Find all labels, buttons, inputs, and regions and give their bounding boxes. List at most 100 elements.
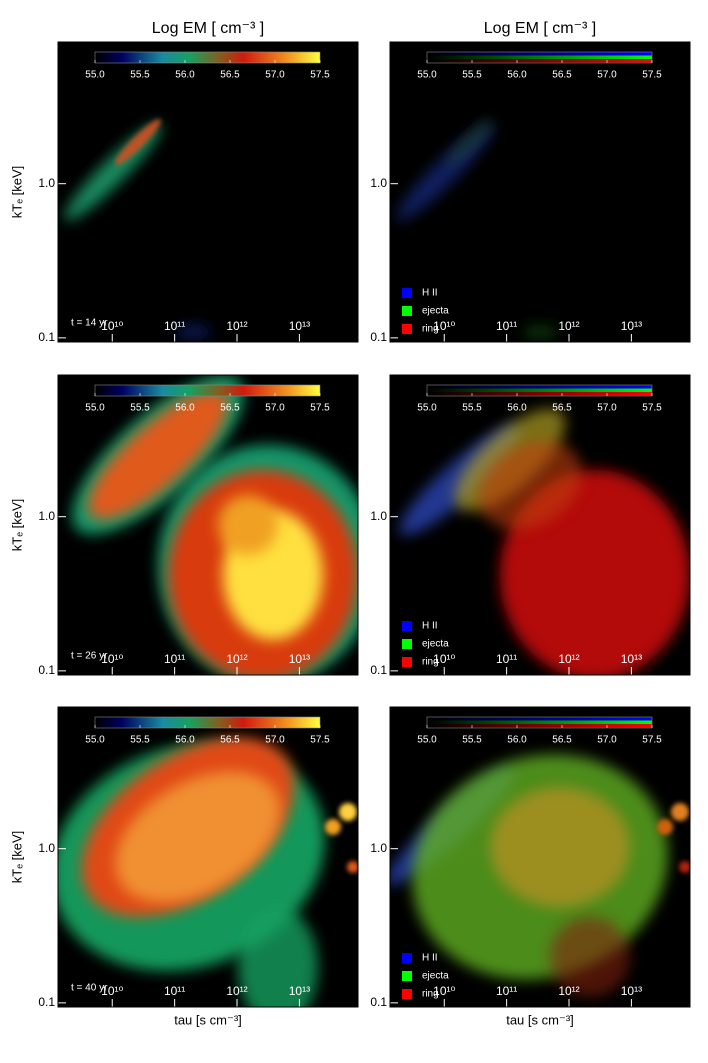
colorbar-tick-label: 55.5: [130, 70, 150, 81]
emission-region: [339, 803, 357, 821]
x-tick-label: 10¹¹: [496, 652, 517, 666]
colorbar-tick-label: 57.5: [642, 403, 662, 414]
x-tick-label: 10¹⁰: [101, 319, 123, 333]
emission-region: [175, 324, 211, 340]
emission-region: [115, 771, 281, 903]
panel: 10¹⁰ 10¹¹ 10¹² 10¹³ 1.0 0.1 55.0 55.5 56.0 56.5 57…: [370, 374, 691, 677]
colorbar-tick-label: 56.5: [220, 735, 240, 746]
x-tick-label: 10¹⁰: [101, 984, 123, 998]
time-label: t = 26 yr: [71, 651, 108, 662]
x-tick-label: 10¹³: [621, 984, 642, 998]
x-tick-label: 10¹¹: [164, 319, 185, 333]
x-tick-label: 10¹³: [289, 984, 310, 998]
colorbar-tick-label: 55.5: [130, 403, 150, 414]
emission-region: [657, 819, 673, 835]
y-tick-label: 1.0: [38, 841, 55, 855]
y-tick-label: 1.0: [370, 176, 387, 190]
image: [390, 754, 690, 997]
x-tick-label: 10¹¹: [164, 984, 185, 998]
colorbar-tick-label: 56.5: [552, 403, 572, 414]
plot-frame: [389, 706, 691, 1008]
x-tick-label: 10¹²: [558, 319, 579, 333]
colorbar-frame: [94, 51, 321, 64]
x-tick-label: 10¹²: [558, 652, 579, 666]
emission-region: [325, 819, 341, 835]
image: [396, 118, 558, 340]
colorbar-tick-label: 57.0: [265, 70, 285, 81]
x-axis-label: tau [s cm⁻³]: [174, 1012, 242, 1027]
plot-frame: [389, 374, 691, 676]
colorbar: [95, 385, 320, 396]
panel: 10¹⁰ 10¹¹ 10¹² 10¹³ 1.0 0.1 55.0 55.5 56.0 56.5 57…: [9, 20, 359, 344]
legend-label: ring: [422, 657, 439, 668]
colorbar-tick-label: 57.5: [310, 735, 330, 746]
plot-frame: [389, 41, 691, 343]
colorbar-tick-label: 57.0: [265, 403, 285, 414]
image: [58, 737, 358, 1007]
legend-label: H II: [422, 288, 438, 299]
colorbar-tick-label: 55.5: [462, 403, 482, 414]
y-tick-label: 1.0: [370, 509, 387, 523]
x-tick-label: 10¹²: [226, 652, 247, 666]
colorbar-band: [427, 59, 652, 63]
colorbar-frame: [426, 51, 653, 64]
colorbar-frame: [426, 716, 653, 729]
colorbar-tick-label: 56.0: [507, 70, 527, 81]
legend-label: H II: [422, 621, 438, 632]
emission-region: [446, 118, 494, 166]
panel: 10¹⁰ 10¹¹ 10¹² 10¹³ 1.0 0.1 55.0 55.5 56.0 56.5 57…: [370, 20, 691, 344]
colorbar-tick-label: 56.0: [507, 735, 527, 746]
legend-swatch: [402, 288, 412, 298]
legend-swatch: [402, 971, 412, 981]
y-tick-label: 0.1: [38, 330, 55, 344]
x-tick-label: 10¹⁰: [433, 984, 455, 998]
y-tick-label: 1.0: [38, 176, 55, 190]
plot-frame: [57, 706, 359, 1008]
x-tick-label: 10¹²: [226, 984, 247, 998]
legend-label: ejecta: [422, 639, 449, 650]
legend-label: H II: [422, 953, 438, 964]
legend-label: ejecta: [422, 971, 449, 982]
colorbar-band: [427, 717, 652, 721]
x-tick-label: 10¹³: [621, 319, 642, 333]
emission-region: [114, 118, 162, 166]
colorbar-tick-label: 57.5: [310, 403, 330, 414]
y-axis-label: kTₑ [keV]: [9, 499, 24, 552]
emission-region: [490, 787, 630, 907]
colorbar-tick-label: 56.0: [175, 403, 195, 414]
colorbar: [95, 52, 320, 63]
column-title: Log EM [ cm⁻³ ]: [484, 20, 596, 37]
colorbar-tick-label: 55.0: [85, 70, 105, 81]
emission-region: [550, 917, 630, 997]
legend-swatch: [402, 306, 412, 316]
x-tick-label: 10¹³: [289, 319, 310, 333]
emission-region: [500, 470, 690, 675]
colorbar-frame: [94, 384, 321, 397]
colorbar-tick-label: 56.5: [220, 403, 240, 414]
colorbar-tick-label: 57.0: [597, 735, 617, 746]
x-tick-label: 10¹³: [621, 652, 642, 666]
colorbar-band: [427, 724, 652, 728]
y-tick-label: 0.1: [370, 330, 387, 344]
colorbar-frame: [426, 384, 653, 397]
y-tick-label: 0.1: [370, 663, 387, 677]
colorbar-tick-label: 55.5: [462, 70, 482, 81]
image: [64, 118, 211, 340]
legend-label: ring: [422, 989, 439, 1000]
colorbar-tick-label: 57.0: [597, 70, 617, 81]
time-label: t = 40 yr: [71, 983, 108, 994]
x-tick-label: 10¹⁰: [433, 319, 455, 333]
legend-label: ring: [422, 324, 439, 335]
y-tick-label: 1.0: [38, 509, 55, 523]
emission-region: [679, 861, 690, 873]
legend-swatch: [402, 639, 412, 649]
x-tick-label: 10¹²: [558, 984, 579, 998]
y-axis-label: kTₑ [keV]: [9, 166, 24, 219]
colorbar: [95, 717, 320, 728]
colorbar-tick-label: 56.5: [220, 70, 240, 81]
colorbar-band: [427, 392, 652, 396]
legend-swatch: [402, 989, 412, 999]
colorbar-tick-label: 56.0: [175, 735, 195, 746]
